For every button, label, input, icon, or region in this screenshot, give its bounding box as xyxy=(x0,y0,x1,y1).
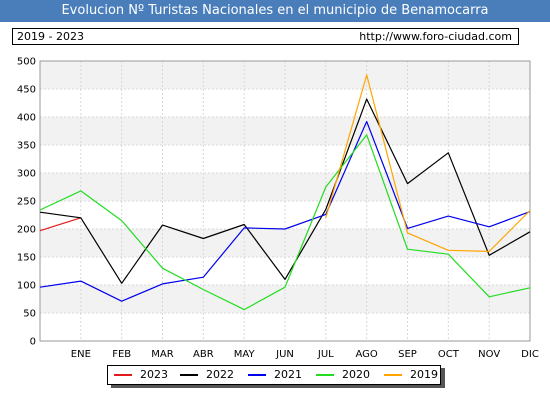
x-tick-label: MAY xyxy=(234,349,256,360)
y-tick-label: 300 xyxy=(17,169,36,180)
x-tick-label: ENE xyxy=(71,349,91,360)
x-tick-label: FEB xyxy=(112,349,131,360)
x-tick-label: ABR xyxy=(193,349,214,360)
chart-title: Evolucion Nº Turistas Nacionales en el m… xyxy=(61,3,489,18)
x-tick-label: SEP xyxy=(398,349,417,360)
series-line-2019 xyxy=(325,74,531,252)
title-bar xyxy=(0,0,550,22)
x-tick-label: AGO xyxy=(356,349,378,360)
legend: 2023 2022 2021 2020 2019 xyxy=(107,365,441,385)
y-tick-label: 250 xyxy=(17,197,36,208)
y-tick-label: 100 xyxy=(17,281,36,292)
legend-swatch xyxy=(316,374,334,376)
y-tick-label: 50 xyxy=(23,309,36,320)
series-line-2023 xyxy=(39,217,81,232)
x-tick-label: JUL xyxy=(317,349,334,360)
x-tick-label: DIC xyxy=(521,349,539,360)
y-tick-label: 450 xyxy=(17,85,36,96)
y-tick-label: 500 xyxy=(17,57,36,68)
legend-label: 2020 xyxy=(342,368,370,381)
legend-swatch xyxy=(114,374,132,376)
x-tick-label: NOV xyxy=(478,349,500,360)
legend-label: 2022 xyxy=(206,368,234,381)
x-tick-label: JUN xyxy=(275,349,294,360)
y-tick-label: 150 xyxy=(17,253,36,264)
legend-swatch xyxy=(248,374,266,376)
x-tick-label: MAR xyxy=(151,349,173,360)
y-tick-label: 350 xyxy=(17,141,36,152)
legend-label: 2019 xyxy=(410,368,438,381)
legend-swatch xyxy=(384,374,402,376)
series-line-2020 xyxy=(39,134,531,311)
x-tick-label: OCT xyxy=(438,349,460,360)
y-tick-label: 0 xyxy=(30,337,36,348)
y-tick-label: 400 xyxy=(17,113,36,124)
y-tick-label: 200 xyxy=(17,225,36,236)
legend-label: 2021 xyxy=(274,368,302,381)
legend-label: 2023 xyxy=(140,368,168,381)
info-box: 2019 - 2023 http://www.foro-ciudad.com xyxy=(12,28,519,45)
series-line-2022 xyxy=(39,98,531,284)
source-url[interactable]: http://www.foro-ciudad.com xyxy=(359,30,512,43)
period-label: 2019 - 2023 xyxy=(17,30,84,43)
plot-frame xyxy=(39,60,531,342)
legend-swatch xyxy=(180,374,198,376)
series-line-2021 xyxy=(39,120,531,302)
